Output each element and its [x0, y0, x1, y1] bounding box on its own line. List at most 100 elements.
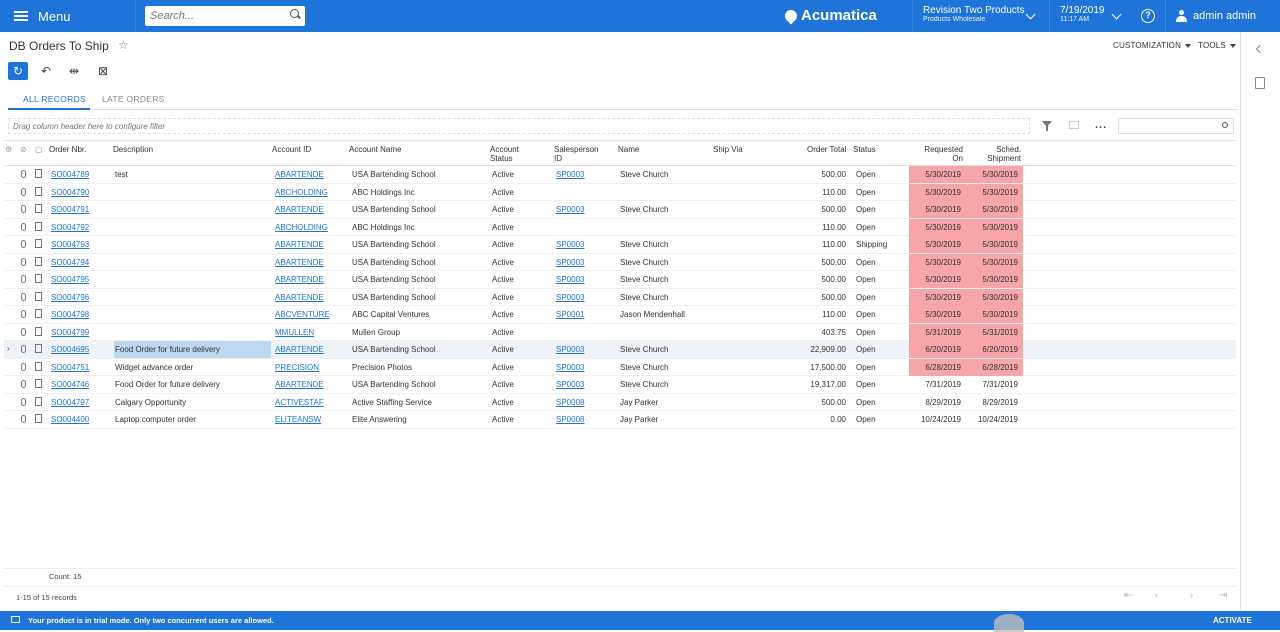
account-id-link[interactable]: ABCVENTURE [275, 310, 330, 319]
attachment-icon[interactable] [21, 415, 26, 423]
salesperson-link[interactable]: SP0003 [556, 275, 585, 284]
tab-late-orders[interactable]: LATE ORDERS [102, 94, 165, 104]
undo-button[interactable]: ↶ [40, 64, 52, 78]
table-row[interactable]: SO004792 ABCHOLDING ABC Holdings Inc Active… [4, 218, 1236, 236]
account-id-link[interactable]: ABARTENDE [275, 205, 324, 214]
order-nbr-link[interactable]: SO004789 [51, 170, 90, 179]
fit-to-screen-button[interactable]: ⇹ [68, 64, 80, 78]
table-row[interactable]: SO004799 MMULLEN Mullen Group Active 403.75 O… [4, 323, 1236, 341]
last-page-icon[interactable]: ⇥ [1219, 590, 1228, 601]
filter-icon[interactable] [1042, 121, 1052, 131]
salesperson-link[interactable]: SP0003 [556, 170, 585, 179]
account-id-link[interactable]: ABARTENDE [275, 257, 324, 267]
search-icon[interactable] [1222, 122, 1228, 128]
attachment-icon[interactable] [21, 170, 26, 178]
attachment-icon[interactable] [21, 240, 26, 248]
table-row[interactable]: SO004746 Food Order for future delivery AB… [4, 376, 1236, 394]
attachment-icon[interactable] [21, 397, 26, 406]
refresh-button[interactable]: ↻ [8, 62, 28, 80]
order-nbr-link[interactable]: SO004796 [51, 292, 90, 302]
note-icon[interactable] [35, 186, 42, 196]
attachment-icon[interactable] [21, 345, 26, 353]
col-ship-via[interactable]: Ship Via [713, 145, 743, 154]
salesperson-link[interactable]: SP0003 [556, 205, 585, 214]
order-nbr-link[interactable]: SO004795 [51, 275, 90, 284]
note-icon[interactable] [35, 396, 42, 406]
table-row[interactable]: SO004789 test ABARTENDE USA Bartending Scho… [4, 166, 1236, 184]
note-icon[interactable] [35, 326, 42, 336]
activate-button[interactable]: ACTIVATE [1213, 616, 1252, 625]
attachment-icon[interactable] [21, 362, 26, 371]
note-icon[interactable] [35, 291, 42, 301]
table-row[interactable]: SO004795 ABARTENDE USA Bartending School Ac… [4, 271, 1236, 289]
col-account-name[interactable]: Account Name [349, 145, 402, 154]
order-nbr-link[interactable]: SO004746 [51, 380, 90, 389]
note-icon[interactable] [35, 309, 42, 318]
order-nbr-link[interactable]: SO004751 [51, 362, 90, 372]
order-nbr-link[interactable]: SO004797 [51, 397, 90, 407]
grid-search-input[interactable] [1118, 118, 1234, 134]
favorite-star-icon[interactable]: ☆ [118, 38, 129, 52]
salesperson-link[interactable]: SP0003 [556, 240, 585, 249]
salesperson-link[interactable]: SP0003 [556, 380, 585, 389]
salesperson-link[interactable]: SP0008 [556, 415, 585, 424]
company-selector[interactable]: Revision Two Products Products Wholesale [912, 0, 1044, 32]
account-id-link[interactable]: ABARTENDE [275, 380, 324, 389]
order-nbr-link[interactable]: SO004400 [51, 415, 90, 424]
salesperson-link[interactable]: SP0003 [556, 345, 585, 354]
col-requested-on[interactable]: Requested On [915, 145, 963, 163]
search-icon[interactable] [290, 9, 299, 18]
order-nbr-link[interactable]: SO004793 [51, 240, 90, 249]
account-id-link[interactable]: ABARTENDE [275, 292, 324, 302]
col-sched-shipment[interactable]: Sched. Shipment [970, 145, 1021, 163]
account-id-link[interactable]: PRECISION [275, 362, 320, 372]
search-input[interactable] [145, 6, 305, 26]
account-id-link[interactable]: ABARTENDE [275, 240, 324, 249]
export-excel-button[interactable]: ⊠ [97, 64, 109, 78]
col-salesperson[interactable]: Salesperson ID [554, 145, 598, 163]
table-row[interactable]: SO004796 ABARTENDE USA Bartending School Ac… [4, 288, 1236, 306]
salesperson-link[interactable]: SP0003 [556, 257, 585, 267]
account-id-link[interactable]: ABARTENDE [275, 345, 324, 354]
col-account-status[interactable]: Account Status [490, 145, 519, 163]
account-id-link[interactable]: MMULLEN [275, 327, 315, 337]
order-nbr-link[interactable]: SO004792 [51, 222, 90, 232]
note-icon[interactable] [35, 361, 42, 371]
account-id-link[interactable]: ELITEANSW [275, 415, 322, 424]
table-row[interactable]: SO004794 ABARTENDE USA Bartending School Ac… [4, 253, 1236, 271]
col-name[interactable]: Name [618, 145, 640, 154]
attachment-icon[interactable] [21, 275, 26, 283]
first-page-icon[interactable]: ⇤ [1124, 590, 1133, 601]
attachment-icon[interactable] [21, 222, 26, 231]
note-icon[interactable] [35, 256, 42, 266]
filter-drop-zone[interactable]: Drag column header here to configure fil… [8, 118, 1030, 134]
table-row[interactable]: SO004798 ABCVENTURE ABC Capital Ventures Ac… [4, 306, 1236, 324]
account-id-link[interactable]: ABARTENDE [275, 170, 324, 179]
col-status[interactable]: Status [853, 145, 876, 154]
attachment-icon[interactable] [21, 310, 26, 318]
col-description[interactable]: Description [113, 145, 154, 154]
col-account-id[interactable]: Account ID [272, 145, 312, 154]
table-row[interactable]: SO004793 ABARTENDE USA Bartending School Ac… [4, 236, 1236, 254]
table-row[interactable]: SO004797 Calgary Opportunity ACTIVESTAF Act… [4, 394, 1236, 411]
column-config-icon[interactable] [1069, 121, 1079, 129]
order-nbr-link[interactable]: SO004790 [51, 187, 90, 197]
salesperson-link[interactable]: SP0003 [556, 362, 585, 372]
menu-button[interactable]: Menu [0, 0, 136, 32]
account-id-link[interactable]: ABCHOLDING [275, 222, 328, 232]
help-icon[interactable]: ? [1141, 9, 1155, 23]
note-icon[interactable] [35, 414, 42, 423]
note-icon[interactable] [35, 221, 42, 231]
settings-icon[interactable]: ⚙ [5, 145, 13, 154]
table-row[interactable]: › SO004695 Food Order for future delivery A… [4, 341, 1236, 359]
order-nbr-link[interactable]: SO004798 [51, 310, 90, 319]
note-icon[interactable] [35, 169, 42, 178]
prev-page-icon[interactable]: ‹ [1155, 590, 1159, 601]
attachment-icon[interactable] [21, 205, 26, 213]
table-row[interactable]: SO004791 ABARTENDE USA Bartending School Ac… [4, 201, 1236, 219]
col-order-total[interactable]: Order Total [807, 145, 847, 154]
business-date-selector[interactable]: 7/19/2019 11:17 AM [1049, 0, 1131, 32]
salesperson-link[interactable]: SP0001 [556, 310, 585, 319]
tools-menu[interactable]: TOOLS [1198, 41, 1236, 50]
note-icon[interactable] [35, 204, 42, 213]
